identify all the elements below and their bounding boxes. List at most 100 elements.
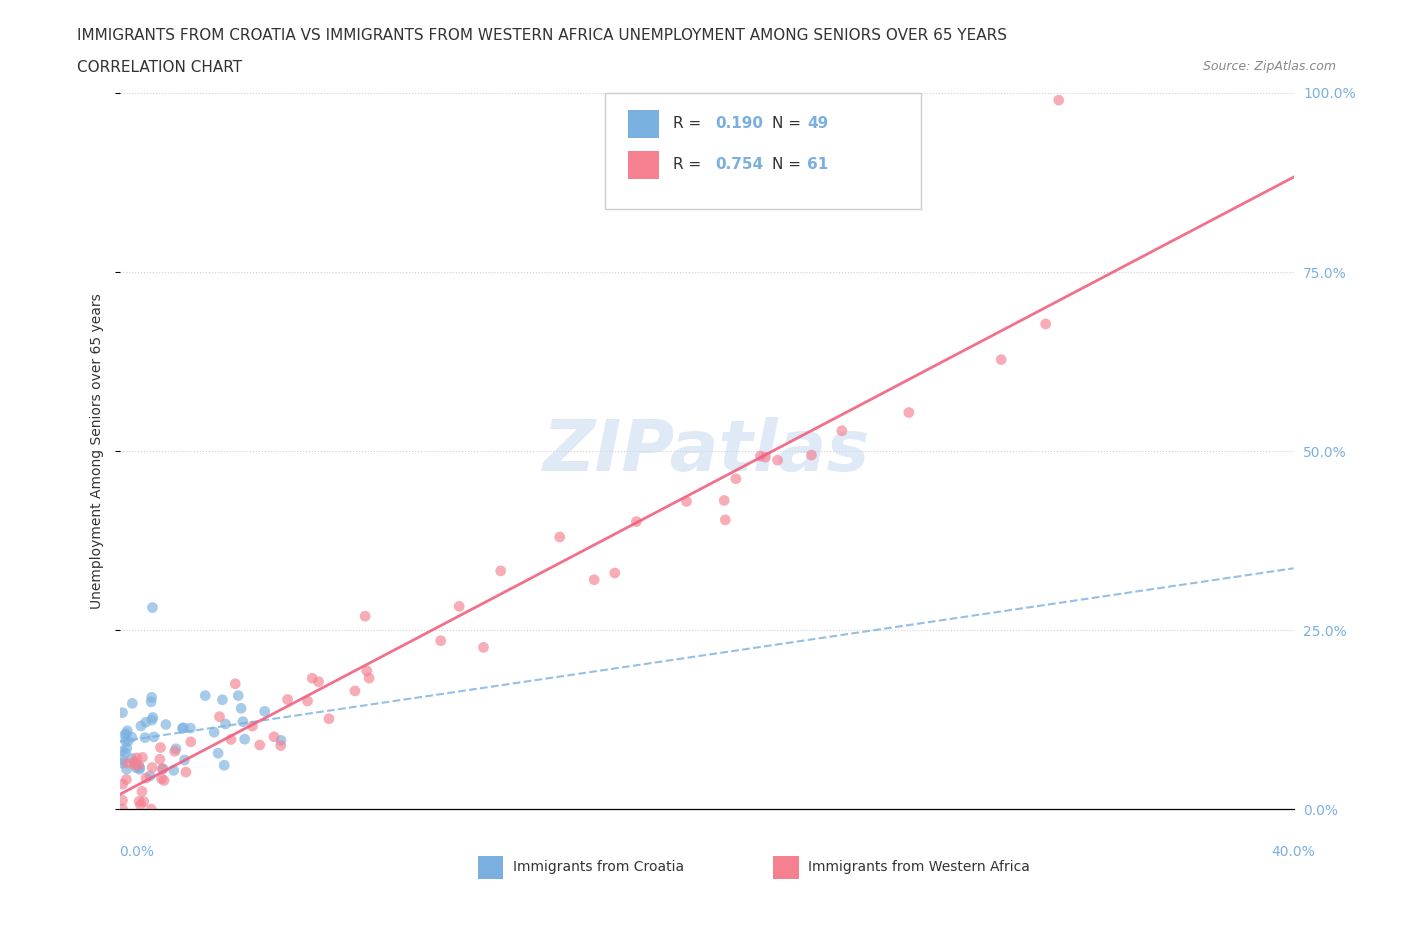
Point bbox=[163, 763, 186, 777]
Point bbox=[231, 701, 253, 716]
Point bbox=[343, 684, 366, 698]
Text: R =: R = bbox=[673, 116, 707, 131]
Point bbox=[172, 721, 194, 736]
Point bbox=[142, 710, 165, 724]
Point bbox=[301, 671, 323, 685]
Point bbox=[472, 640, 495, 655]
Point bbox=[449, 599, 471, 614]
Point bbox=[129, 719, 152, 734]
Point bbox=[111, 802, 134, 817]
Point bbox=[831, 423, 853, 438]
Point bbox=[125, 751, 148, 765]
Point bbox=[132, 794, 155, 809]
Point bbox=[253, 704, 276, 719]
Point bbox=[214, 716, 236, 731]
Point bbox=[115, 772, 138, 787]
Point bbox=[111, 793, 134, 808]
Text: CORRELATION CHART: CORRELATION CHART bbox=[77, 60, 242, 75]
Point bbox=[1047, 93, 1070, 108]
Point bbox=[180, 735, 202, 750]
Point bbox=[122, 754, 145, 769]
Point bbox=[297, 694, 319, 709]
Point bbox=[202, 724, 225, 739]
Text: 49: 49 bbox=[807, 116, 828, 131]
Point bbox=[308, 674, 330, 689]
Point bbox=[128, 762, 150, 777]
Point bbox=[115, 741, 138, 756]
Point bbox=[263, 729, 285, 744]
Text: IMMIGRANTS FROM CROATIA VS IMMIGRANTS FROM WESTERN AFRICA UNEMPLOYMENT AMONG SEN: IMMIGRANTS FROM CROATIA VS IMMIGRANTS FR… bbox=[77, 28, 1007, 43]
Point bbox=[150, 771, 173, 786]
Point bbox=[128, 758, 150, 773]
Point bbox=[121, 730, 143, 745]
Point bbox=[124, 756, 146, 771]
Point bbox=[172, 721, 194, 736]
Point bbox=[141, 690, 163, 705]
Y-axis label: Unemployment Among Seniors over 65 years: Unemployment Among Seniors over 65 years bbox=[90, 293, 104, 609]
Point bbox=[155, 717, 177, 732]
Text: 61: 61 bbox=[807, 157, 828, 172]
Point bbox=[173, 752, 195, 767]
Point bbox=[152, 762, 174, 777]
Point bbox=[114, 745, 136, 760]
Point bbox=[141, 712, 163, 727]
Point bbox=[149, 740, 172, 755]
Point bbox=[1035, 316, 1057, 331]
Point bbox=[675, 494, 697, 509]
Point bbox=[359, 671, 381, 685]
Point bbox=[117, 724, 139, 738]
Point bbox=[226, 688, 249, 703]
Text: R =: R = bbox=[673, 157, 707, 172]
Text: ZIPatlas: ZIPatlas bbox=[543, 417, 870, 485]
Point bbox=[139, 695, 162, 710]
Point bbox=[142, 729, 165, 744]
Point bbox=[489, 564, 512, 578]
Point bbox=[179, 721, 201, 736]
Point bbox=[131, 750, 153, 764]
Point bbox=[897, 405, 920, 420]
Point bbox=[115, 756, 138, 771]
Point bbox=[766, 453, 789, 468]
Point bbox=[117, 734, 139, 749]
Point bbox=[134, 730, 156, 745]
Text: Immigrants from Croatia: Immigrants from Croatia bbox=[513, 860, 685, 874]
Point bbox=[713, 493, 735, 508]
Point bbox=[219, 732, 242, 747]
Point bbox=[128, 794, 150, 809]
Point bbox=[603, 565, 626, 580]
Point bbox=[232, 714, 254, 729]
Point bbox=[131, 784, 153, 799]
Point bbox=[114, 727, 136, 742]
Point bbox=[208, 710, 231, 724]
Point bbox=[152, 762, 174, 777]
Point bbox=[115, 726, 138, 741]
Point bbox=[128, 760, 150, 775]
Point bbox=[242, 719, 264, 734]
Point bbox=[626, 514, 648, 529]
Point bbox=[121, 696, 143, 711]
Point bbox=[318, 711, 340, 726]
Point bbox=[115, 762, 138, 777]
Text: 0.754: 0.754 bbox=[716, 157, 763, 172]
Point bbox=[149, 751, 172, 766]
Point bbox=[429, 633, 451, 648]
Point bbox=[224, 676, 246, 691]
Point bbox=[111, 777, 134, 791]
Point bbox=[153, 773, 176, 788]
Text: Immigrants from Western Africa: Immigrants from Western Africa bbox=[808, 860, 1031, 874]
Point bbox=[270, 733, 292, 748]
Point bbox=[207, 746, 229, 761]
Point bbox=[139, 768, 162, 783]
Point bbox=[356, 663, 378, 678]
Point bbox=[212, 758, 235, 773]
Point bbox=[249, 737, 271, 752]
Point bbox=[121, 751, 143, 766]
Point bbox=[135, 715, 157, 730]
Text: 0.190: 0.190 bbox=[716, 116, 763, 131]
Point bbox=[724, 472, 747, 486]
Point bbox=[270, 738, 292, 753]
Point bbox=[163, 744, 186, 759]
Point bbox=[354, 609, 377, 624]
Text: 0.0%: 0.0% bbox=[120, 844, 155, 858]
Point bbox=[111, 756, 134, 771]
